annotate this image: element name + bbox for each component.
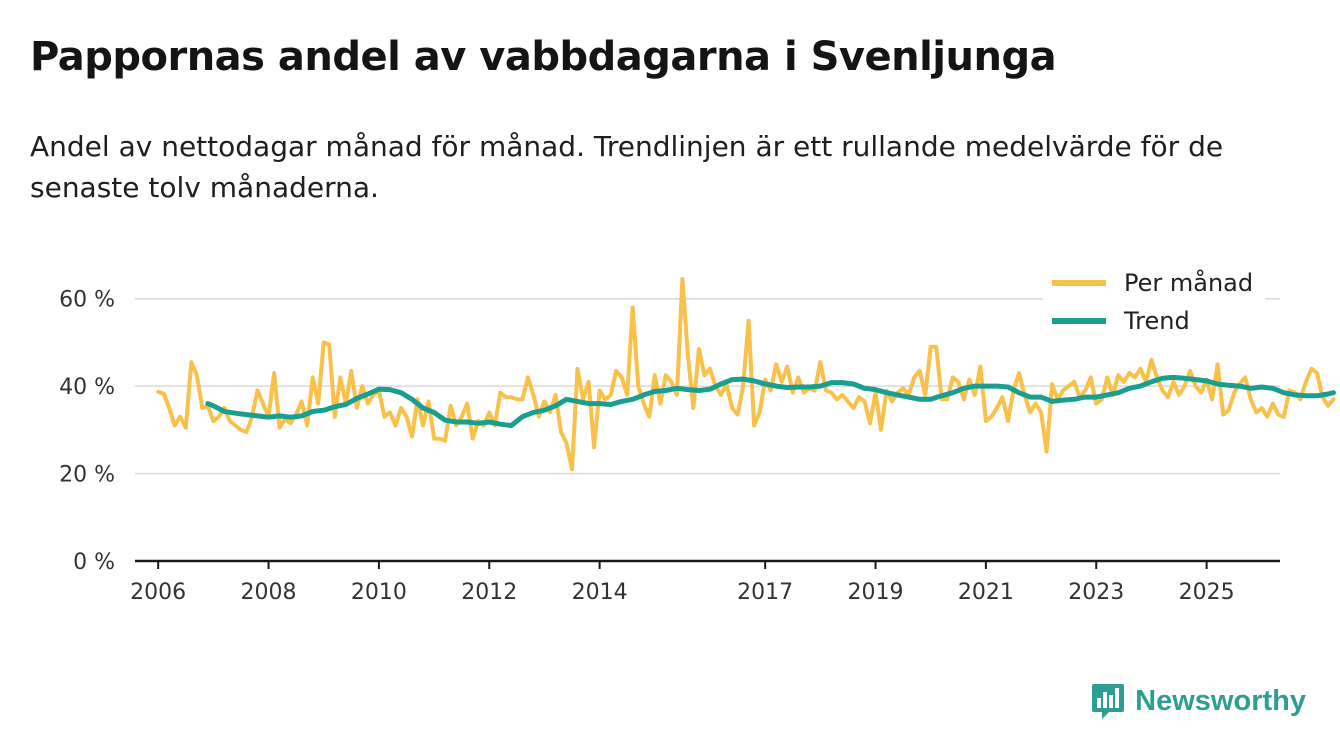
y-tick-label: 20 % xyxy=(59,463,115,488)
x-tick-label: 2010 xyxy=(351,580,407,605)
x-tick-label: 2019 xyxy=(848,580,904,605)
x-tick-label: 2023 xyxy=(1068,580,1124,605)
legend[interactable]: Per månad Trend xyxy=(1043,264,1265,348)
legend-background xyxy=(1043,264,1265,348)
legend-label: Trend xyxy=(1123,307,1190,335)
brand-name: Newsworthy xyxy=(1135,684,1306,717)
y-axis: 0 % 20 % 40 % 60 % xyxy=(59,288,115,575)
bar-chart-speech-icon xyxy=(1092,684,1125,719)
x-tick-label: 2006 xyxy=(130,580,186,605)
chart-title: Pappornas andel av vabbdagarna i Svenlju… xyxy=(30,34,1057,80)
series-group xyxy=(156,277,1336,472)
series-line-per-manad xyxy=(156,277,1336,472)
x-axis: 2006 2008 2010 2012 2014 2017 2019 2021 2023 2025 xyxy=(130,559,1280,605)
x-tick-label: 2021 xyxy=(958,580,1014,605)
x-tick-label: 2017 xyxy=(737,580,793,605)
y-tick-label: 40 % xyxy=(59,375,115,400)
brand-logo[interactable]: Newsworthy xyxy=(1091,682,1306,720)
y-tick-label: 60 % xyxy=(59,288,115,313)
x-tick-label: 2008 xyxy=(241,580,297,605)
x-tick-label: 2014 xyxy=(572,580,628,605)
x-tick-label: 2025 xyxy=(1179,580,1235,605)
legend-label: Per månad xyxy=(1124,268,1253,297)
y-tick-label: 0 % xyxy=(73,550,115,575)
x-tick-label: 2012 xyxy=(461,580,517,605)
series-line-trend xyxy=(205,374,1336,428)
chart-subtitle: Andel av nettodagar månad för månad. Tre… xyxy=(30,130,1224,204)
